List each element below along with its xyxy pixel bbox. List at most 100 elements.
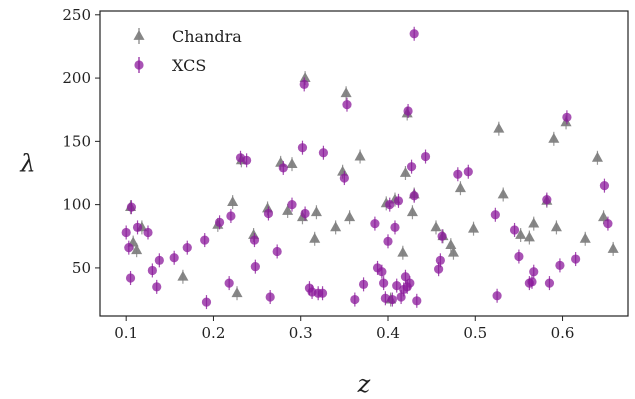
y-tick-label: 250 (62, 6, 91, 24)
xcs-point (383, 236, 393, 246)
xcs-point (434, 264, 444, 274)
x-tick-label: 0.4 (376, 324, 400, 342)
xcs-point (603, 219, 613, 229)
y-axis-ticks: 50 100 150 200 250 (62, 6, 100, 277)
chandra-point (523, 231, 535, 242)
y-axis-label: λ (19, 150, 35, 178)
legend: Chandra XCS (133, 27, 242, 75)
xcs-point (463, 167, 473, 177)
chandra-point (399, 166, 411, 177)
legend-label-chandra: Chandra (172, 27, 242, 46)
chandra-point (231, 287, 243, 298)
xcs-point (317, 288, 328, 298)
x-tick-label: 0.6 (551, 324, 575, 342)
xcs-point (226, 211, 236, 221)
xcs-point (126, 202, 137, 212)
xcs-point (224, 278, 234, 288)
xcs-point (154, 255, 164, 265)
xcs-point (272, 246, 282, 257)
chandra-point (354, 150, 366, 161)
legend-symbol (133, 30, 145, 40)
chandra-point (548, 132, 560, 143)
legend-marker-xcs (134, 57, 144, 73)
xcs-point (377, 267, 387, 277)
chandra-point (337, 165, 349, 176)
xcs-point (599, 181, 610, 191)
xcs-point (147, 265, 157, 276)
legend-marker-chandra (133, 28, 145, 44)
xcs-point (169, 253, 179, 263)
series-chandra (125, 71, 619, 307)
chandra-point (591, 151, 603, 162)
xcs-point (214, 217, 225, 227)
x-axis-ticks: 0.1 0.2 0.3 0.4 0.5 0.6 (114, 316, 574, 342)
xcs-point (527, 277, 537, 287)
y-tick-label: 50 (72, 259, 91, 277)
y-tick-label: 150 (62, 132, 91, 150)
xcs-point (300, 208, 310, 219)
xcs-point (318, 148, 329, 158)
xcs-point (297, 143, 308, 153)
chandra-point (493, 122, 505, 133)
xcs-point (370, 219, 380, 229)
chandra-point (286, 158, 298, 169)
xcs-point (490, 210, 500, 220)
xcs-point (409, 191, 419, 201)
chandra-point (579, 232, 591, 243)
xcs-point (242, 155, 252, 165)
xcs-point (249, 235, 260, 245)
chandra-point (177, 270, 189, 281)
xcs-point (342, 100, 352, 110)
chandra-point (227, 196, 239, 206)
xcs-point (278, 163, 288, 173)
xcs-point (201, 297, 212, 307)
xcs-point (435, 255, 445, 265)
chandra-point (340, 87, 352, 98)
xcs-point (571, 254, 581, 264)
xcs-point (514, 251, 524, 262)
chandra-point (309, 232, 321, 243)
legend-item-chandra: Chandra (133, 27, 242, 46)
xcs-point (182, 243, 192, 253)
xcs-point (555, 260, 565, 270)
chandra-point (445, 239, 457, 250)
xcs-point (263, 208, 274, 219)
xcs-point (200, 235, 210, 245)
xcs-point (124, 243, 134, 253)
chandra-point (447, 246, 459, 257)
chandra-point (299, 72, 311, 82)
chandra-point (515, 229, 527, 239)
xcs-point (125, 273, 136, 283)
chandra-point (468, 222, 480, 233)
chandra-point (454, 182, 466, 193)
chandra-point (598, 211, 610, 222)
chandra-point (282, 204, 294, 215)
xcs-point (250, 262, 260, 272)
legend-symbol (134, 60, 144, 70)
xcs-point (358, 279, 369, 289)
xcs-point (420, 151, 431, 162)
xcs-point (405, 278, 415, 288)
data-marks (121, 26, 619, 310)
legend-item-xcs: XCS (134, 56, 206, 75)
xcs-point (143, 227, 153, 238)
xcs-point (350, 294, 360, 305)
xcs-point (409, 29, 419, 39)
xcs-point (287, 200, 297, 210)
xcs-point (121, 227, 131, 238)
xcs-point (562, 112, 572, 122)
chandra-point (430, 221, 442, 232)
chandra-point (397, 246, 409, 257)
xcs-point (492, 291, 502, 301)
x-tick-label: 0.1 (114, 324, 138, 342)
xcs-point (529, 267, 539, 277)
x-tick-label: 0.5 (463, 324, 487, 342)
xcs-point (339, 173, 349, 183)
chandra-point (550, 221, 562, 232)
chandra-point (330, 221, 342, 232)
xcs-point (299, 79, 309, 90)
x-tick-label: 0.2 (202, 324, 226, 342)
chandra-point (607, 242, 619, 253)
plot-frame (99, 10, 629, 317)
